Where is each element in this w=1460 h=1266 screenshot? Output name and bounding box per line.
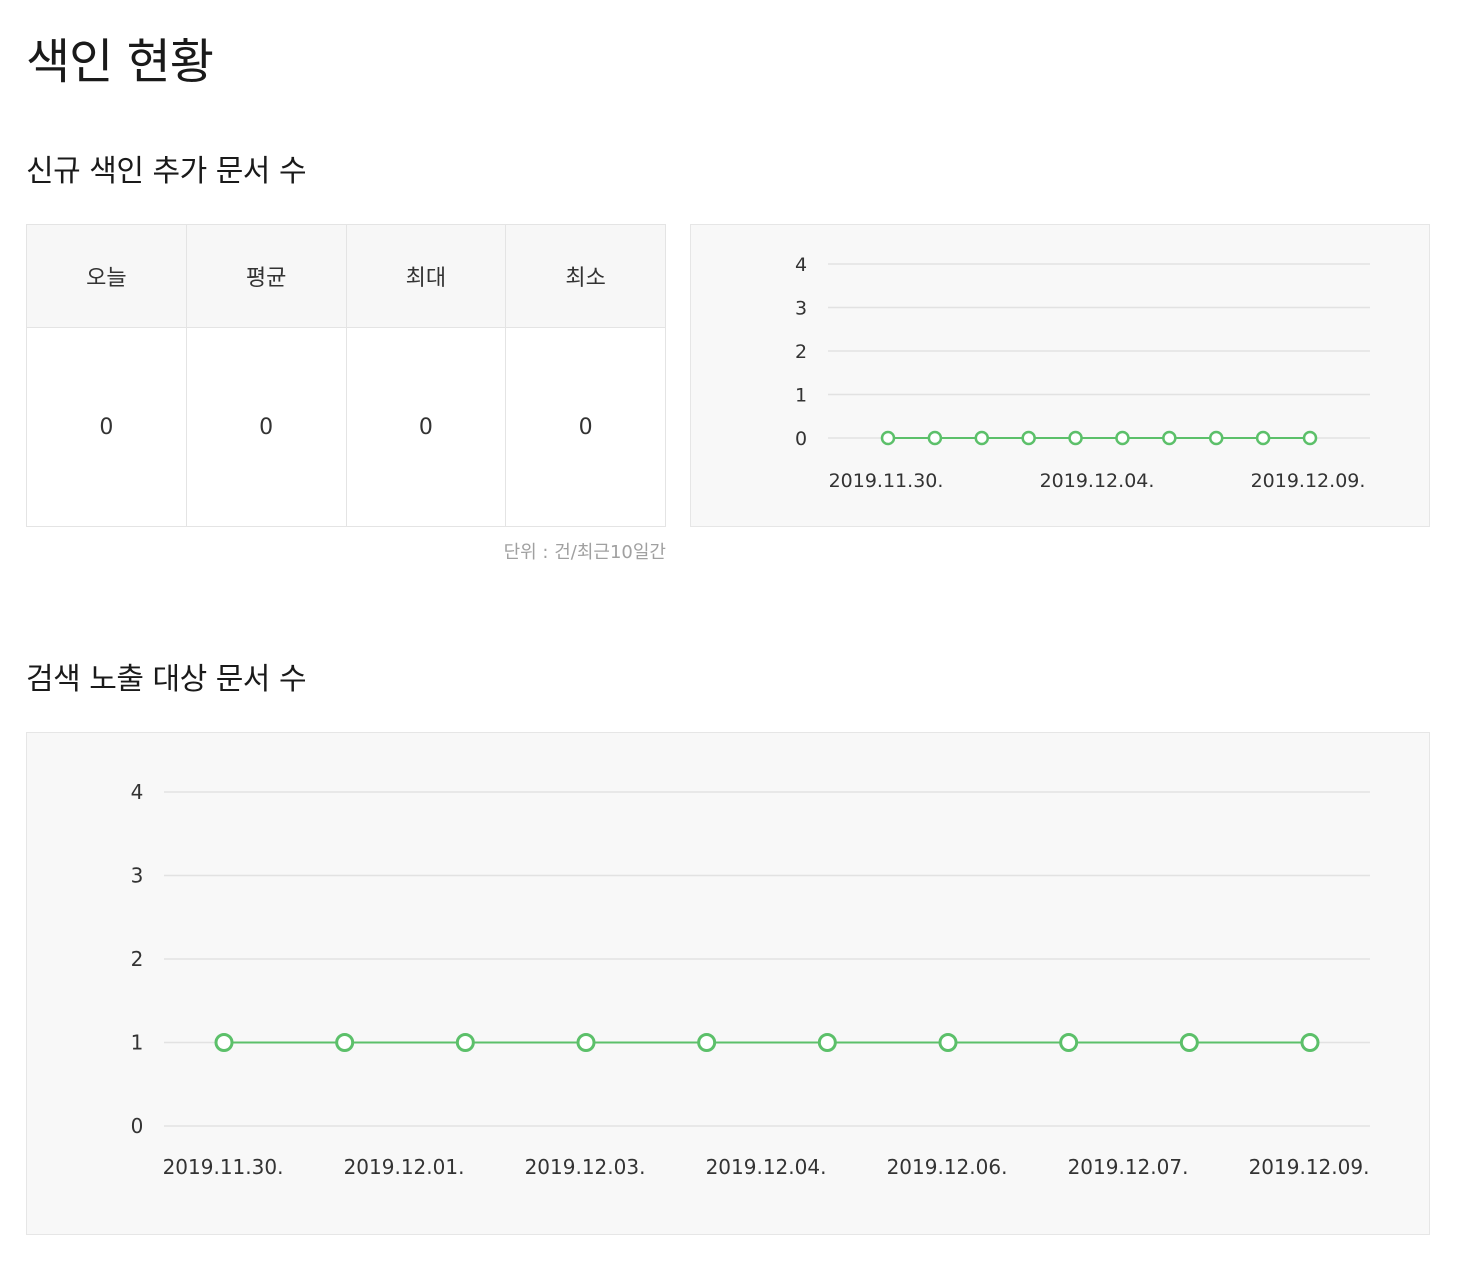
- y-tick-label: 4: [795, 254, 807, 276]
- x-tick-label: 2019.12.07.: [1068, 1155, 1189, 1179]
- x-tick-label: 2019.11.30.: [163, 1155, 284, 1179]
- data-point[interactable]: [880, 430, 896, 446]
- data-point[interactable]: [974, 430, 990, 446]
- x-tick-label: 2019.12.04.: [706, 1155, 827, 1179]
- stats-value-row: 0 0 0 0: [26, 327, 666, 527]
- data-point[interactable]: [1021, 430, 1036, 446]
- y-tick-label: 1: [795, 384, 807, 406]
- stats-header-max: 최대: [345, 224, 507, 328]
- unit-note: 단위 : 건/최근10일간: [503, 542, 666, 563]
- data-point[interactable]: [214, 1033, 234, 1052]
- data-point[interactable]: [1255, 430, 1271, 446]
- y-tick-label: 4: [131, 780, 144, 804]
- y-tick-label: 1: [131, 1031, 144, 1055]
- stats-value-max: 0: [345, 327, 507, 527]
- x-tick-label: 2019.12.01.: [344, 1155, 465, 1179]
- stats-header-average: 평균: [185, 224, 347, 328]
- stats-value-today: 0: [26, 327, 187, 527]
- x-tick-label: 2019.12.09.: [1249, 1155, 1370, 1179]
- new-indexed-docs-chart-svg: 0 1 2 3 4 2019.11.30. 2019.12.04. 2019.12.09.: [795, 254, 1370, 492]
- data-point[interactable]: [1300, 1033, 1320, 1052]
- data-point[interactable]: [938, 1033, 958, 1052]
- y-tick-label: 3: [795, 297, 807, 319]
- x-tick-label: 2019.12.03.: [525, 1155, 646, 1179]
- y-tick-label: 3: [131, 864, 144, 888]
- data-point[interactable]: [1068, 430, 1083, 446]
- search-exposure-docs-chart-svg: 0 1 2 3 4 2019.11.30. 2019.12.01. 2019.12.03. 20…: [131, 780, 1370, 1179]
- y-tick-label: 2: [795, 341, 807, 363]
- data-point[interactable]: [927, 430, 943, 446]
- stats-header-row: 오늘 평균 최대 최소: [26, 224, 666, 328]
- data-point[interactable]: [1208, 430, 1224, 446]
- new-index-stats-table: 오늘 평균 최대 최소 0 0 0 0: [26, 224, 666, 527]
- data-point[interactable]: [1059, 1033, 1079, 1052]
- data-point[interactable]: [455, 1033, 475, 1052]
- stats-value-average: 0: [185, 327, 347, 527]
- x-tick-label: 2019.12.06.: [887, 1155, 1008, 1179]
- page-title: 색인 현황: [26, 34, 214, 90]
- data-point[interactable]: [1115, 430, 1130, 446]
- data-point[interactable]: [576, 1033, 596, 1052]
- data-point[interactable]: [697, 1033, 717, 1052]
- data-point[interactable]: [817, 1033, 837, 1052]
- data-point[interactable]: [335, 1033, 355, 1052]
- section-title-new-indexed: 신규 색인 추가 문서 수: [26, 154, 307, 189]
- search-exposure-docs-chart: 0 1 2 3 4 2019.11.30. 2019.12.01. 2019.12.03. 20…: [26, 732, 1430, 1235]
- x-tick-label: 2019.12.09.: [1251, 470, 1366, 492]
- section-title-search-exposure: 검색 노출 대상 문서 수: [26, 662, 307, 697]
- new-indexed-docs-chart: 0 1 2 3 4 2019.11.30. 2019.12.04. 2019.12.09.: [690, 224, 1430, 527]
- y-tick-label: 0: [131, 1114, 144, 1138]
- stats-value-min: 0: [505, 327, 666, 527]
- data-point[interactable]: [1179, 1033, 1199, 1052]
- y-tick-label: 2: [131, 947, 144, 971]
- stats-header-today: 오늘: [26, 224, 187, 328]
- y-tick-label: 0: [795, 428, 807, 450]
- stats-header-min: 최소: [505, 224, 666, 328]
- x-tick-label: 2019.11.30.: [829, 470, 944, 492]
- x-tick-label: 2019.12.04.: [1040, 470, 1155, 492]
- data-point[interactable]: [1162, 430, 1177, 446]
- data-point[interactable]: [1302, 430, 1318, 446]
